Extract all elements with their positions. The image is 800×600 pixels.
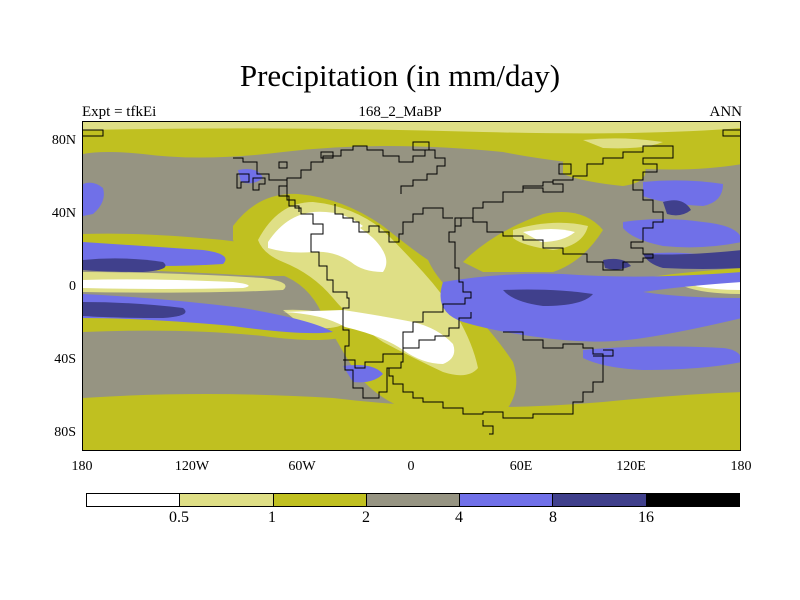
contour-8-16: [83, 200, 740, 318]
x-tick-60e: 60E: [509, 459, 533, 474]
colorbar: [86, 493, 740, 507]
contour-lt-0.5: [83, 211, 740, 364]
colorbar-swatch: [460, 494, 554, 506]
x-tick-0: 0: [407, 459, 415, 474]
x-tick-120w: 120W: [174, 459, 210, 474]
coastlines: [83, 129, 740, 435]
x-tick-60w: 60W: [288, 459, 316, 474]
y-tick-40s: 40S: [54, 352, 76, 367]
x-tick-120e: 120E: [616, 459, 646, 474]
x-tick-180e: 180: [730, 459, 752, 474]
precipitation-map: [82, 121, 741, 451]
colorbar-swatch: [180, 494, 274, 506]
colorbar-label: 16: [638, 509, 654, 526]
colorbar-swatch: [646, 494, 739, 506]
map-canvas: [83, 122, 740, 450]
colorbar-label: 0.5: [169, 509, 189, 526]
colorbar-swatch: [553, 494, 647, 506]
colorbar-label: 8: [549, 509, 557, 526]
period-label: 168_2_MaBP: [358, 104, 442, 120]
colorbar-label: 4: [455, 509, 463, 526]
colorbar-swatch: [87, 494, 181, 506]
map-title: Precipitation (in mm/day): [239, 58, 561, 93]
x-tick-180w: 180: [71, 459, 93, 474]
y-tick-40n: 40N: [51, 206, 76, 221]
contour-4-8: [83, 169, 740, 383]
season-label: ANN: [709, 104, 743, 120]
colorbar-swatch: [366, 494, 461, 506]
experiment-label: Expt = tfkEi: [82, 104, 157, 120]
y-tick-80s: 80S: [54, 425, 76, 440]
colorbar-label: 2: [362, 509, 370, 526]
colorbar-swatch: [273, 494, 367, 506]
y-tick-80n: 80N: [51, 133, 76, 148]
y-tick-0: 0: [69, 279, 76, 294]
colorbar-label: 1: [268, 509, 276, 526]
